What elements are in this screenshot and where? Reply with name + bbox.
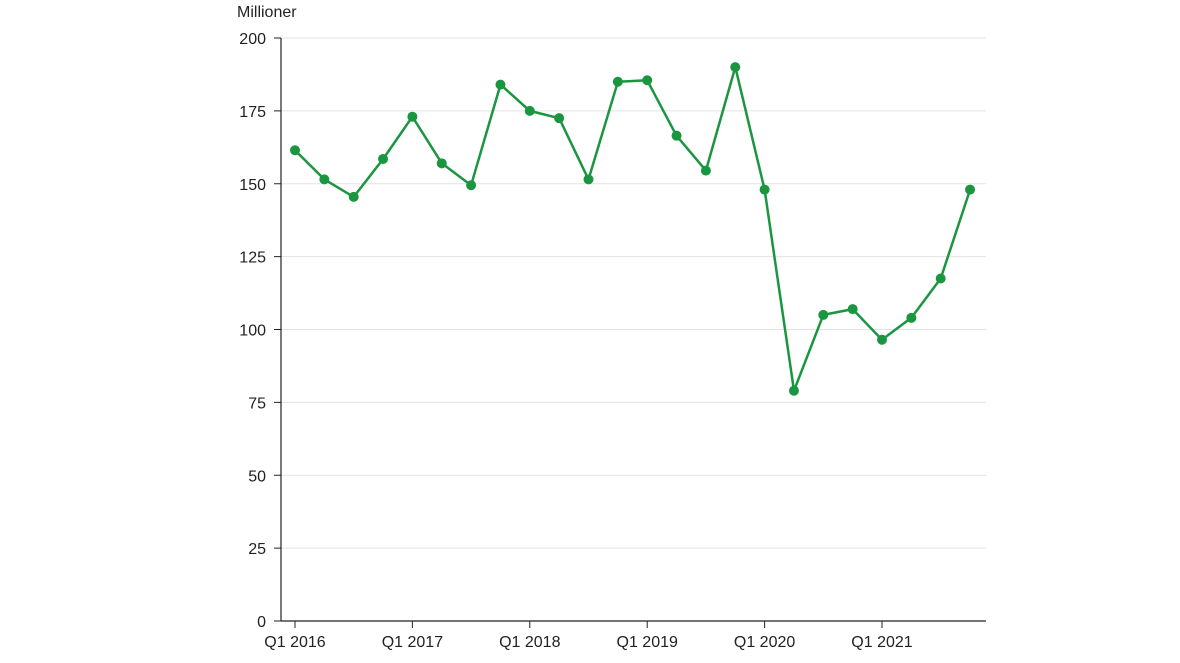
- data-point: [906, 312, 917, 323]
- y-tick-label: 0: [257, 614, 266, 631]
- y-tick-label: 50: [248, 468, 266, 485]
- data-point: [877, 334, 887, 345]
- data-point: [554, 113, 565, 124]
- y-tick-label: 75: [248, 395, 266, 412]
- data-point: [348, 191, 359, 202]
- data-point: [495, 79, 506, 90]
- data-point: [466, 180, 477, 191]
- y-tick-label: 200: [239, 31, 266, 48]
- data-point: [671, 130, 682, 141]
- x-tick-label: Q1 2020: [734, 634, 795, 651]
- y-tick-label: 100: [239, 323, 266, 340]
- y-tick-label: 175: [239, 104, 266, 121]
- data-point: [847, 304, 858, 315]
- y-tick-label: 25: [248, 541, 266, 558]
- y-axis-label: Millioner: [237, 4, 297, 21]
- data-point: [407, 111, 418, 122]
- data-point: [788, 385, 799, 396]
- data-point: [818, 309, 829, 320]
- data-point: [436, 158, 447, 169]
- data-point: [759, 184, 770, 195]
- data-point: [612, 76, 623, 87]
- y-tick-label: 125: [239, 250, 266, 267]
- series-line: [293, 65, 972, 392]
- data-point: [730, 62, 741, 73]
- x-tick-label: Q1 2021: [851, 634, 912, 651]
- data-point: [290, 145, 300, 156]
- data-point: [583, 174, 594, 185]
- data-point: [700, 165, 711, 176]
- data-point: [524, 105, 535, 116]
- data-point: [378, 153, 389, 164]
- y-tick-label: 150: [239, 177, 266, 194]
- x-tick-label: Q1 2016: [264, 634, 325, 651]
- data-point: [319, 174, 330, 185]
- x-tick-label: Q1 2018: [499, 634, 560, 651]
- data-point: [935, 273, 946, 284]
- x-tick-label: Q1 2017: [382, 634, 443, 651]
- data-point: [642, 75, 653, 86]
- data-point: [965, 184, 976, 195]
- x-tick-label: Q1 2019: [617, 634, 678, 651]
